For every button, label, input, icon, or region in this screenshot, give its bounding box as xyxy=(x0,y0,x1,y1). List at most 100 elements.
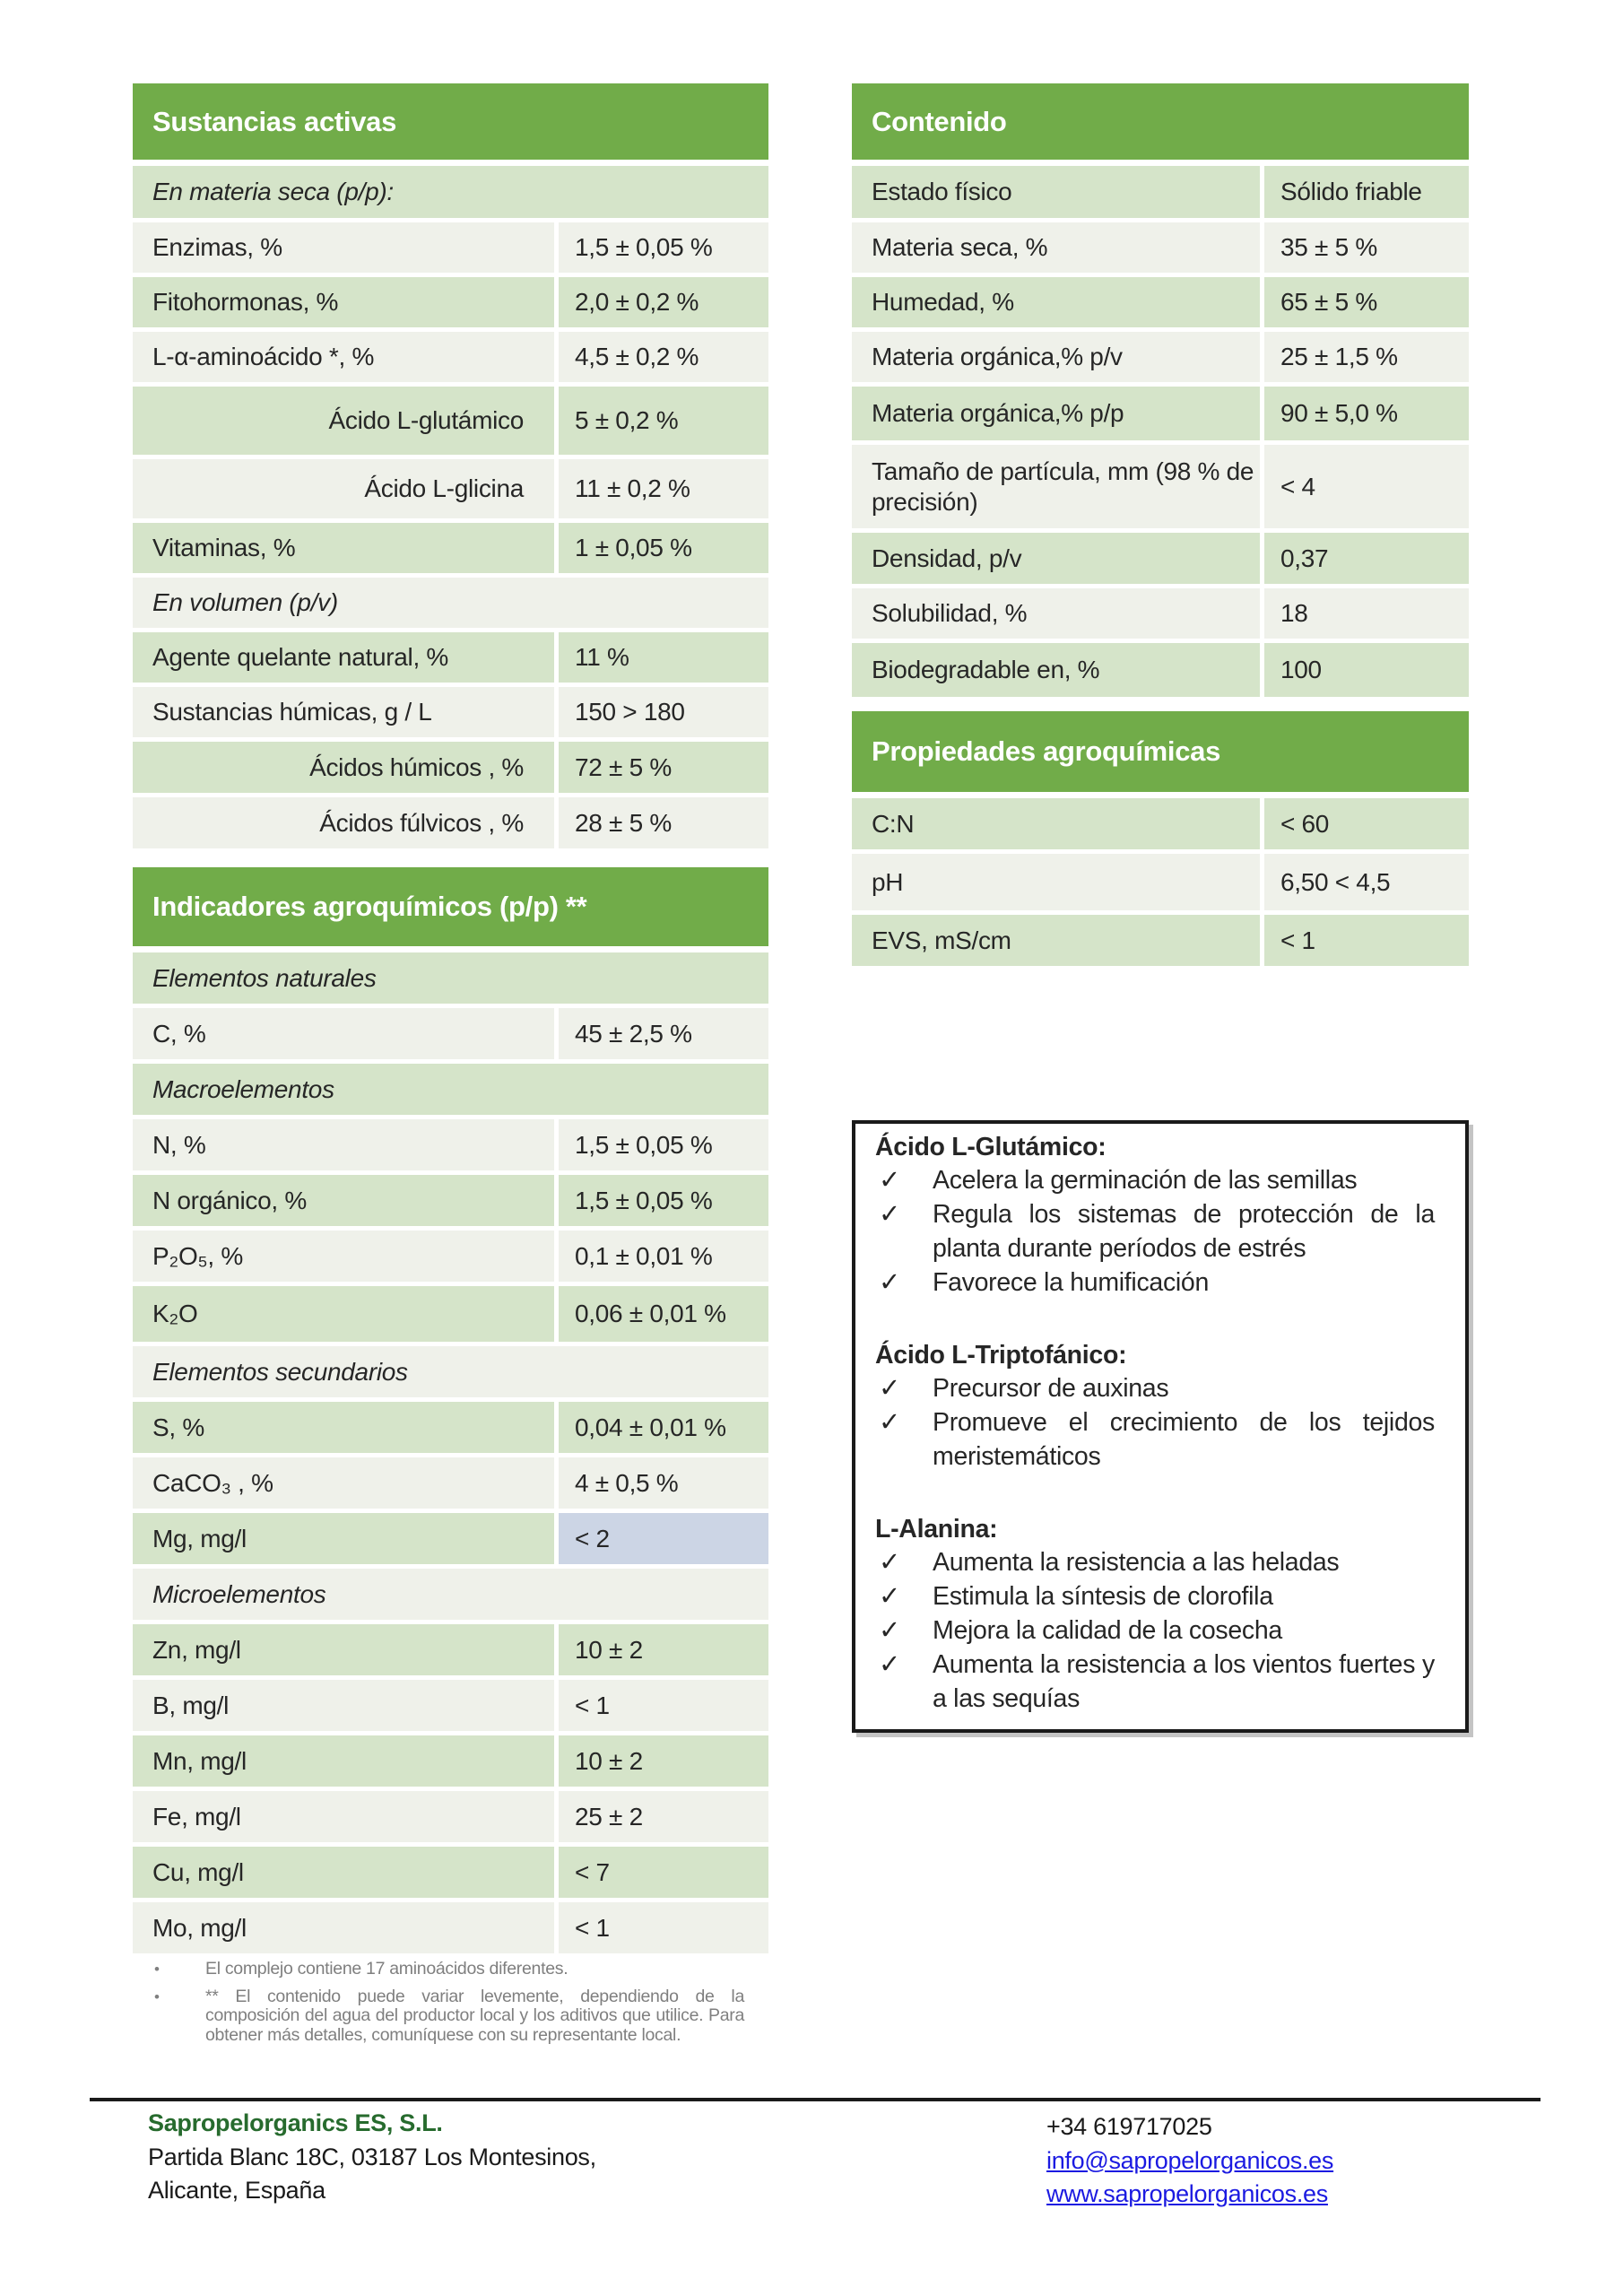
table-row: Agente quelante natural, % 11 % xyxy=(133,632,768,683)
list-item-text: Estimula la síntesis de clorofila xyxy=(933,1582,1273,1611)
row-label: EVS, mS/cm xyxy=(852,915,1260,966)
row-label: CaCO₃ , % xyxy=(133,1457,554,1509)
table-row: Estado físico Sólido friable xyxy=(852,166,1469,218)
bullet-icon: • xyxy=(154,1987,160,2005)
table-row: P₂O₅, % 0,1 ± 0,01 % xyxy=(133,1231,768,1282)
table-row: S, % 0,04 ± 0,01 % xyxy=(133,1402,768,1453)
row-value: < 1 xyxy=(559,1680,768,1731)
row-value: < 60 xyxy=(1264,798,1469,849)
list-item-text: Promueve el crecimiento de los tejidos m… xyxy=(933,1408,1435,1471)
row-label: Tamaño de partícula, mm (98 % de precisi… xyxy=(852,445,1260,528)
row-label: Solubilidad, % xyxy=(852,588,1260,639)
benefits-heading: L-Alanina: xyxy=(875,1515,998,1544)
row-label: C, % xyxy=(133,1008,554,1059)
footer-divider xyxy=(90,2098,1541,2101)
row-label: Mn, mg/l xyxy=(133,1735,554,1787)
footer-company-block: Sapropelorganics ES, S.L. Partida Blanc … xyxy=(148,2107,596,2208)
row-value: 1,5 ± 0,05 % xyxy=(559,1175,768,1226)
table-row: Biodegradable en, % 100 xyxy=(852,643,1469,697)
phone-number: +34 619717025 xyxy=(1046,2113,1212,2140)
row-label: Mg, mg/l xyxy=(133,1513,554,1564)
list-item: ✓ Acelera la germinación de las semillas xyxy=(875,1163,1435,1197)
row-label: K₂O xyxy=(133,1286,554,1342)
row-value: < 4 xyxy=(1264,445,1469,528)
list-item-text: Regula los sistemas de protección de la … xyxy=(933,1200,1435,1263)
table-row: Elementos secundarios xyxy=(133,1346,768,1397)
row-label: Sustancias húmicas, g / L xyxy=(133,687,554,737)
table-row: CaCO₃ , % 4 ± 0,5 % xyxy=(133,1457,768,1509)
row-label: Enzimas, % xyxy=(133,222,554,273)
row-value: 0,1 ± 0,01 % xyxy=(559,1231,768,1282)
email-link[interactable]: info@sapropelorganicos.es xyxy=(1046,2146,1334,2174)
footnote: • El complejo contiene 17 aminoácidos di… xyxy=(133,1959,744,1979)
row-label: N orgánico, % xyxy=(133,1175,554,1226)
footer-contact-block: +34 619717025 info@sapropelorganicos.es … xyxy=(1046,2110,1333,2212)
table-contenido: Contenido Estado físico Sólido friable M… xyxy=(852,83,1469,697)
table-row: L-α-aminoácido *, % 4,5 ± 0,2 % xyxy=(133,332,768,382)
benefits-section-alanina: L-Alanina: ✓ Aumenta la resistencia a la… xyxy=(875,1513,1435,1716)
row-value: 35 ± 5 % xyxy=(1264,222,1469,273)
table-header: Sustancias activas xyxy=(133,83,768,160)
row-label: Fitohormonas, % xyxy=(133,277,554,327)
table-row: N orgánico, % 1,5 ± 0,05 % xyxy=(133,1175,768,1226)
row-value: 11 ± 0,2 % xyxy=(559,459,768,518)
row-label: Mo, mg/l xyxy=(133,1902,554,1953)
row-value: 11 % xyxy=(559,632,768,683)
benefits-section-triptofanico: Ácido L-Triptofánico: ✓ Precursor de aux… xyxy=(875,1339,1435,1474)
table-row: En materia seca (p/p): xyxy=(133,166,768,218)
section-label: Microelementos xyxy=(133,1569,768,1620)
row-label: Densidad, p/v xyxy=(852,533,1260,584)
list-item: ✓ Regula los sistemas de protección de l… xyxy=(875,1197,1435,1265)
benefits-heading: Ácido L-Glutámico: xyxy=(875,1133,1107,1161)
table-row: Zn, mg/l 10 ± 2 xyxy=(133,1624,768,1675)
benefits-box: Ácido L-Glutámico: ✓ Acelera la germinac… xyxy=(852,1120,1469,1733)
table-row: Mn, mg/l 10 ± 2 xyxy=(133,1735,768,1787)
company-address-line1: Partida Blanc 18C, 03187 Los Montesinos, xyxy=(148,2143,596,2170)
list-item-text: Mejora la calidad de la cosecha xyxy=(933,1616,1282,1645)
table-header: Indicadores agroquímicos (p/p) ** xyxy=(133,867,768,946)
table-row: Vitaminas, % 1 ± 0,05 % xyxy=(133,523,768,573)
benefits-section-glutamico: Ácido L-Glutámico: ✓ Acelera la germinac… xyxy=(875,1131,1435,1300)
table-row: pH 6,50 < 4,5 xyxy=(852,854,1469,910)
table-row: Materia seca, % 35 ± 5 % xyxy=(852,222,1469,273)
table-row: N, % 1,5 ± 0,05 % xyxy=(133,1119,768,1170)
row-value: 1,5 ± 0,05 % xyxy=(559,222,768,273)
bullet-icon: • xyxy=(154,1961,160,1978)
table-header: Propiedades agroquímicas xyxy=(852,711,1469,792)
table-row: Macroelementos xyxy=(133,1064,768,1115)
row-label: Agente quelante natural, % xyxy=(133,632,554,683)
row-label: Materia orgánica,% p/p xyxy=(852,387,1260,440)
table-row: Microelementos xyxy=(133,1569,768,1620)
row-value: < 1 xyxy=(1264,915,1469,966)
row-label: Zn, mg/l xyxy=(133,1624,554,1675)
row-label: Fe, mg/l xyxy=(133,1791,554,1842)
list-item-text: Precursor de auxinas xyxy=(933,1374,1169,1403)
list-item-text: Aumenta la resistencia a los vientos fue… xyxy=(933,1650,1435,1713)
row-value: 4,5 ± 0,2 % xyxy=(559,332,768,382)
table-row: Enzimas, % 1,5 ± 0,05 % xyxy=(133,222,768,273)
row-value: 10 ± 2 xyxy=(559,1735,768,1787)
list-item: ✓ Aumenta la resistencia a los vientos f… xyxy=(875,1648,1435,1716)
row-label: Biodegradable en, % xyxy=(852,643,1260,697)
row-value: 4 ± 0,5 % xyxy=(559,1457,768,1509)
website-link[interactable]: www.sapropelorganicos.es xyxy=(1046,2180,1328,2207)
list-item: ✓ Aumenta la resistencia a las heladas xyxy=(875,1545,1435,1579)
table-row: Ácido L-glutámico 5 ± 0,2 % xyxy=(133,387,768,455)
row-label: P₂O₅, % xyxy=(133,1231,554,1282)
section-label: En volumen (p/v) xyxy=(133,578,768,628)
section-label: En materia seca (p/p): xyxy=(133,166,768,218)
row-value: 10 ± 2 xyxy=(559,1624,768,1675)
check-icon: ✓ xyxy=(879,1582,900,1611)
row-value: 45 ± 2,5 % xyxy=(559,1008,768,1059)
row-label: Ácidos fúlvicos , % xyxy=(133,797,554,848)
check-icon: ✓ xyxy=(879,1616,900,1645)
section-label: Elementos secundarios xyxy=(133,1346,768,1397)
row-value: 72 ± 5 % xyxy=(559,742,768,793)
list-item: ✓ Favorece la humificación xyxy=(875,1265,1435,1300)
row-value: 2,0 ± 0,2 % xyxy=(559,277,768,327)
table-row: Ácidos fúlvicos , % 28 ± 5 % xyxy=(133,797,768,848)
row-label: Ácidos húmicos , % xyxy=(133,742,554,793)
table-row: K₂O 0,06 ± 0,01 % xyxy=(133,1286,768,1342)
row-label: N, % xyxy=(133,1119,554,1170)
table-row: B, mg/l < 1 xyxy=(133,1680,768,1731)
